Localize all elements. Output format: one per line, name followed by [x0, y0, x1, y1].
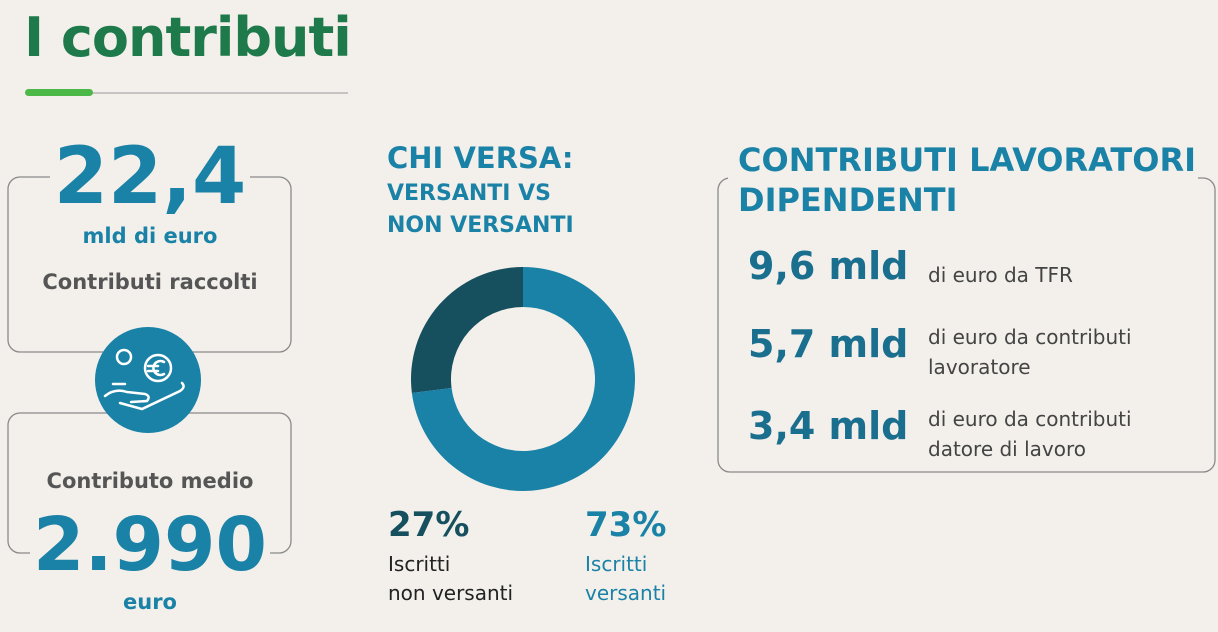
stat-unit: euro [123, 590, 177, 614]
stat-value: 22,4 [53, 132, 247, 222]
section-title: CONTRIBUTI LAVORATORI DIPENDENTI [738, 141, 1196, 219]
donut [411, 267, 636, 492]
gap [50, 165, 250, 193]
category-label: Iscritti versanti [585, 552, 667, 605]
value-label: 73% [585, 505, 667, 545]
gap [30, 540, 270, 560]
amount-text: di euro da contributi datore di lavoro [928, 407, 1132, 461]
donut-segment [411, 267, 636, 492]
category-label: Iscritti non versanti [388, 552, 514, 605]
stat-value: 2.990 [32, 502, 268, 588]
chart-title: CHI VERSA: [387, 141, 574, 175]
donut-segment [411, 267, 523, 394]
icon [103, 348, 185, 411]
stat-unit: mld di euro [82, 224, 218, 248]
chart-subtitle: VERSANTI VS NON VERSANTI [387, 181, 574, 238]
stat-label: Contributo medio [46, 469, 254, 493]
amount: 5,7 mld [748, 322, 909, 366]
stat-label: Contributi raccolti [42, 270, 258, 294]
amount-text: di euro da TFR [928, 263, 1073, 287]
gap [728, 140, 1198, 220]
page-title: I contributi [24, 6, 352, 69]
icon-circle [95, 327, 201, 433]
amount: 3,4 mld [748, 404, 909, 448]
accent-bar [25, 89, 93, 96]
amount: 9,6 mld [748, 244, 909, 288]
value-label: 27% [388, 505, 470, 545]
amount-text: di euro da contributi lavoratore [928, 325, 1132, 379]
